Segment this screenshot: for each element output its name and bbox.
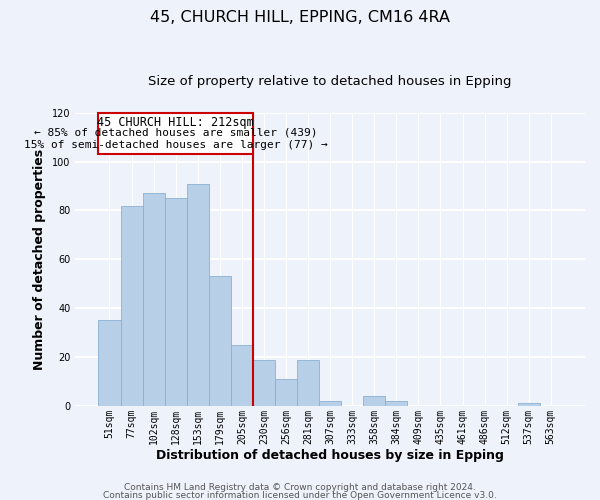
FancyBboxPatch shape xyxy=(98,113,253,154)
Text: Contains public sector information licensed under the Open Government Licence v3: Contains public sector information licen… xyxy=(103,492,497,500)
Text: ← 85% of detached houses are smaller (439): ← 85% of detached houses are smaller (43… xyxy=(34,128,317,138)
Bar xyxy=(297,360,319,406)
Bar xyxy=(187,184,209,406)
Bar xyxy=(98,320,121,406)
Bar xyxy=(253,360,275,406)
Y-axis label: Number of detached properties: Number of detached properties xyxy=(34,149,46,370)
Bar xyxy=(385,401,407,406)
Bar xyxy=(275,379,297,406)
Title: Size of property relative to detached houses in Epping: Size of property relative to detached ho… xyxy=(148,75,512,88)
Bar xyxy=(121,206,143,406)
Bar xyxy=(319,401,341,406)
Bar xyxy=(164,198,187,406)
X-axis label: Distribution of detached houses by size in Epping: Distribution of detached houses by size … xyxy=(156,450,504,462)
Text: Contains HM Land Registry data © Crown copyright and database right 2024.: Contains HM Land Registry data © Crown c… xyxy=(124,483,476,492)
Text: 45, CHURCH HILL, EPPING, CM16 4RA: 45, CHURCH HILL, EPPING, CM16 4RA xyxy=(150,10,450,25)
Text: 15% of semi-detached houses are larger (77) →: 15% of semi-detached houses are larger (… xyxy=(24,140,328,149)
Text: 45 CHURCH HILL: 212sqm: 45 CHURCH HILL: 212sqm xyxy=(97,116,254,130)
Bar xyxy=(518,404,540,406)
Bar xyxy=(143,194,164,406)
Bar xyxy=(209,276,231,406)
Bar xyxy=(231,345,253,406)
Bar xyxy=(363,396,385,406)
